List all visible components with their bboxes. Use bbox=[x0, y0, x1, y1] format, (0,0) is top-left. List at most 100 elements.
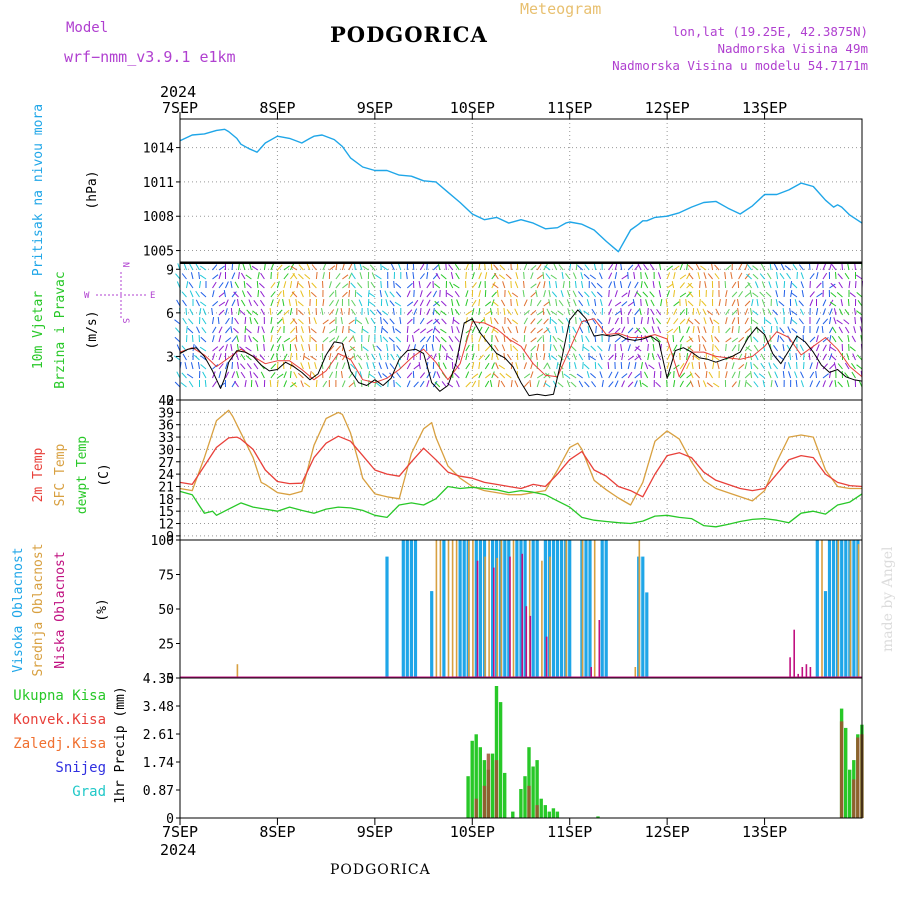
wind-barb bbox=[829, 308, 833, 316]
wind-barb bbox=[335, 362, 339, 370]
wind-barb bbox=[478, 362, 481, 370]
precip-bar-convective bbox=[535, 805, 539, 818]
wind-barb bbox=[697, 380, 701, 388]
wind-barb bbox=[627, 271, 629, 280]
wind-barb bbox=[289, 308, 293, 316]
precip-bar-convective bbox=[482, 785, 487, 818]
precip-bar-total bbox=[848, 769, 852, 818]
wind-barb bbox=[822, 363, 828, 370]
wind-barb bbox=[234, 281, 239, 289]
wind-barb bbox=[557, 318, 564, 325]
wind-barb bbox=[783, 289, 786, 298]
wind-barb bbox=[288, 299, 291, 307]
wind-barb bbox=[199, 274, 207, 280]
wind-barb bbox=[679, 292, 687, 298]
wind-barb bbox=[570, 373, 577, 379]
wind-barb bbox=[836, 292, 843, 298]
wind-barb bbox=[523, 362, 527, 370]
wind-barb bbox=[854, 316, 856, 325]
wind-barb bbox=[658, 290, 662, 298]
wind-barb bbox=[386, 344, 389, 352]
wind-barb bbox=[514, 308, 519, 316]
wind-barb bbox=[484, 362, 490, 370]
wind-barb bbox=[816, 317, 821, 325]
wind-axis-title: 10m Vjetar bbox=[31, 291, 46, 369]
wind-barb bbox=[372, 344, 376, 352]
wind-barb bbox=[432, 353, 437, 361]
wind-barb bbox=[798, 318, 804, 325]
wind-barb bbox=[689, 371, 694, 379]
wind-barb bbox=[451, 308, 454, 316]
wind-barb bbox=[634, 290, 639, 298]
wind-barb bbox=[829, 317, 832, 325]
wind-barb bbox=[212, 335, 215, 343]
wind-barb bbox=[384, 290, 389, 298]
wind-barb bbox=[522, 353, 525, 361]
precip-axis-title: 1hr Precip (mm) bbox=[113, 686, 128, 803]
wind-barb bbox=[419, 299, 424, 307]
wind-barb bbox=[752, 336, 759, 343]
cloud-bar-mid_cloud bbox=[512, 540, 515, 678]
cloud-bar-high_cloud bbox=[645, 592, 649, 678]
y-tick-label: 4.35 bbox=[143, 672, 174, 687]
wind-barb bbox=[758, 373, 765, 379]
wind-barb bbox=[770, 325, 773, 334]
wind-barb bbox=[829, 301, 837, 307]
y-tick-label: 9 bbox=[166, 263, 174, 278]
wind-barb bbox=[548, 290, 551, 298]
wind-barb bbox=[291, 381, 298, 388]
wind-barb bbox=[608, 272, 613, 280]
cloud-bar-high_cloud bbox=[430, 591, 434, 678]
wind-barb bbox=[581, 281, 584, 289]
wind-barb bbox=[283, 353, 288, 361]
wind-barb bbox=[651, 326, 655, 334]
panel-frame-precip bbox=[179, 677, 863, 819]
wind-barb bbox=[569, 263, 572, 271]
wind-barb bbox=[426, 281, 432, 289]
wind-barb bbox=[231, 361, 233, 370]
wind-barb bbox=[752, 265, 759, 271]
wind-barb bbox=[787, 362, 792, 370]
wind-barb bbox=[761, 299, 766, 307]
wind-barb bbox=[765, 291, 772, 298]
wind-barb bbox=[833, 362, 837, 370]
wind-barb bbox=[406, 309, 413, 316]
wind-barb bbox=[750, 361, 753, 370]
wind-barb bbox=[491, 299, 495, 307]
wind-barb bbox=[516, 352, 519, 361]
wind-barb bbox=[549, 334, 552, 343]
wind-barb bbox=[635, 346, 642, 352]
wind-barb bbox=[212, 290, 215, 298]
wind-barb bbox=[752, 292, 759, 298]
wind-barb bbox=[359, 263, 363, 271]
wind-barb bbox=[598, 272, 603, 280]
y-tick-label: 50 bbox=[158, 603, 174, 618]
wind-barb bbox=[231, 291, 237, 298]
wind-barb bbox=[530, 265, 537, 271]
wind-barb bbox=[549, 343, 552, 352]
wind-barb bbox=[249, 371, 252, 379]
wind-barb bbox=[390, 263, 395, 271]
precip-legend-item: Ukupna Kisa bbox=[13, 688, 106, 704]
y-tick-label: 24 bbox=[158, 468, 174, 483]
wind-barb bbox=[530, 310, 537, 316]
wind-barb bbox=[653, 370, 656, 379]
wind-barb bbox=[295, 325, 298, 334]
y-tick-label: 42 bbox=[158, 394, 174, 409]
wind-barb bbox=[536, 336, 543, 343]
precip-legend-item: Grad bbox=[72, 784, 106, 800]
sfc-temp-axis-title: SFC Temp bbox=[53, 444, 68, 507]
precip-bar-convective bbox=[856, 737, 860, 818]
wind-barb bbox=[393, 379, 395, 388]
wind-barb bbox=[656, 309, 662, 316]
wind-barb bbox=[315, 271, 318, 280]
wind-barb bbox=[686, 353, 689, 361]
wind-barb bbox=[679, 309, 685, 316]
wind-barb bbox=[300, 335, 304, 343]
wind-barb bbox=[218, 326, 223, 334]
wind-barb bbox=[290, 265, 298, 271]
wind-barb bbox=[195, 290, 200, 298]
wind-barb bbox=[634, 335, 639, 343]
wind-barb bbox=[335, 299, 340, 307]
wind-barb bbox=[614, 380, 619, 388]
